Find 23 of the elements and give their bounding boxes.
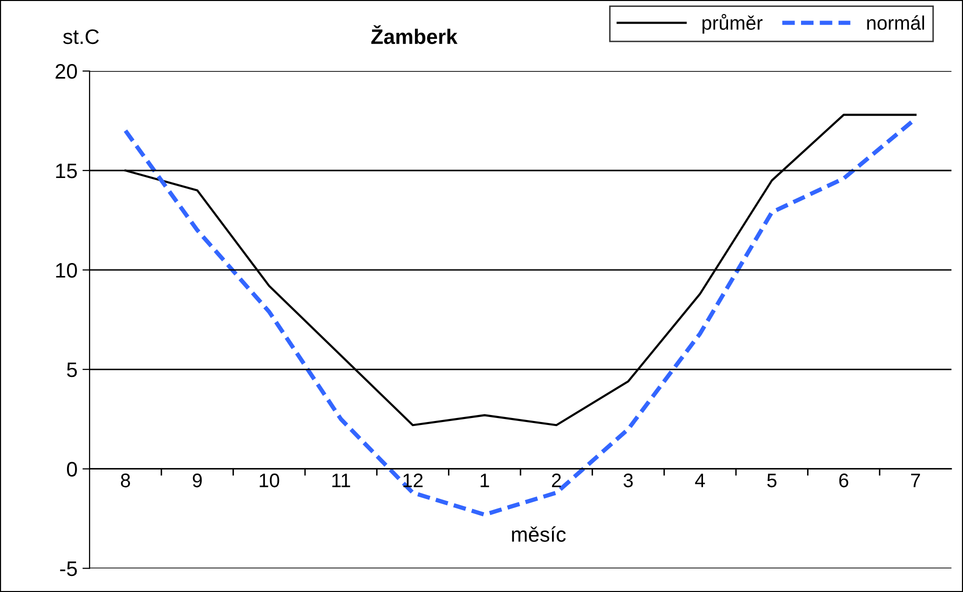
legend-label: normál <box>867 15 924 30</box>
x-tick-label: 12 <box>403 474 423 488</box>
y-tick-label: 0 <box>66 462 77 477</box>
y-tick-label: 10 <box>56 262 77 278</box>
x-tick-label: 3 <box>624 474 633 488</box>
x-tick-label: 2 <box>552 474 561 488</box>
x-tick-label: 7 <box>911 474 920 488</box>
chart-title: Žamberk <box>371 25 458 44</box>
x-tick-label: 4 <box>695 474 705 488</box>
x-tick-label: 5 <box>767 474 776 488</box>
y-tick-label: 15 <box>56 164 77 178</box>
x-tick-label: 11 <box>332 474 350 488</box>
y-axis-title: st.C <box>63 29 99 44</box>
x-tick-label: 8 <box>120 474 130 488</box>
x-tick-label: 9 <box>192 474 202 488</box>
y-tick-label: 5 <box>67 362 77 378</box>
x-tick-label: 10 <box>260 474 280 488</box>
legend-label: průměr <box>702 14 763 34</box>
y-tick-label: 20 <box>56 64 77 79</box>
y-tick-label: -5 <box>60 562 77 576</box>
x-tick-label: 6 <box>839 474 848 488</box>
x-axis-title: měsíc <box>512 526 566 542</box>
x-tick-label: 1 <box>480 474 490 488</box>
